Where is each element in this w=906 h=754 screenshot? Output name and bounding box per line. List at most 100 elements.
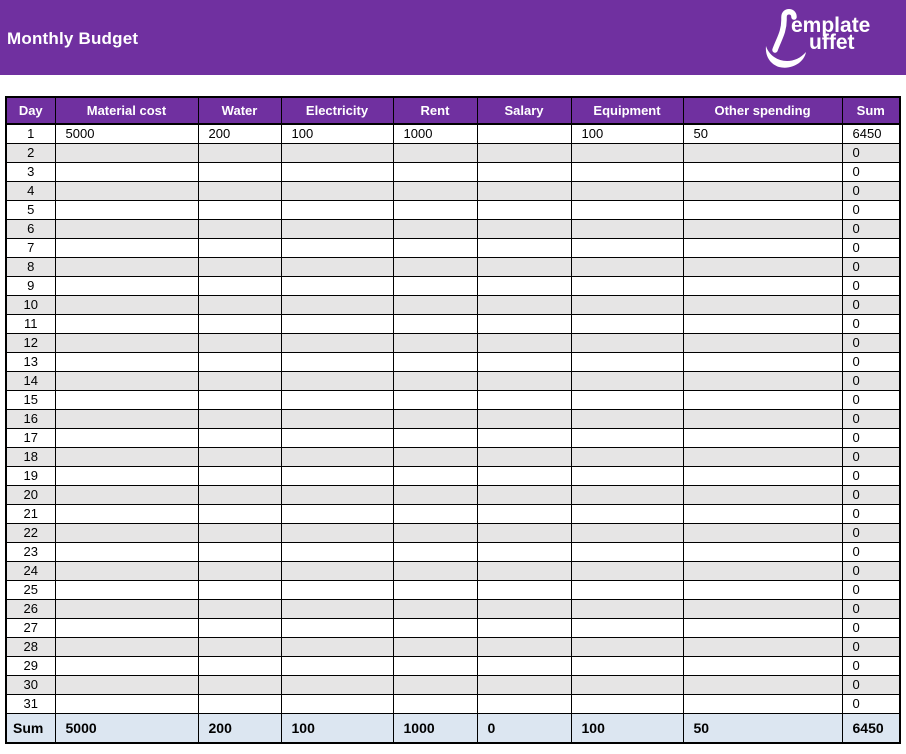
cell-salary[interactable] [476,504,572,524]
cell-other-spending[interactable] [682,504,843,524]
cell-salary[interactable] [476,409,572,429]
cell-material-cost[interactable] [54,219,199,239]
cell-water[interactable] [197,580,282,600]
cell-other-spending[interactable] [682,485,843,505]
cell-salary[interactable] [476,257,572,277]
cell-electricity[interactable] [280,599,394,619]
cell-electricity[interactable] [280,637,394,657]
cell-material-cost[interactable] [54,485,199,505]
cell-water[interactable] [197,295,282,315]
cell-material-cost[interactable] [54,352,199,372]
cell-equipment[interactable] [570,466,684,486]
day-cell[interactable]: 25 [5,580,56,600]
cell-salary[interactable] [476,295,572,315]
cell-sum[interactable]: 0 [841,656,901,676]
day-cell[interactable]: 10 [5,295,56,315]
cell-sum[interactable]: 0 [841,618,901,638]
cell-electricity[interactable] [280,428,394,448]
cell-rent[interactable]: 1000 [392,123,478,144]
cell-equipment[interactable] [570,352,684,372]
cell-equipment[interactable] [570,504,684,524]
cell-equipment[interactable] [570,200,684,220]
cell-sum[interactable]: 6450 [841,123,901,144]
cell-other-spending[interactable] [682,143,843,163]
day-cell[interactable]: 13 [5,352,56,372]
cell-water[interactable] [197,257,282,277]
cell-other-spending[interactable] [682,428,843,448]
cell-electricity[interactable] [280,675,394,695]
day-cell[interactable]: 7 [5,238,56,258]
cell-salary[interactable] [476,123,572,144]
day-cell[interactable]: 31 [5,694,56,714]
cell-sum[interactable]: 0 [841,333,901,353]
cell-rent[interactable] [392,542,478,562]
cell-equipment[interactable] [570,428,684,448]
cell-material-cost[interactable] [54,371,199,391]
cell-equipment[interactable] [570,618,684,638]
day-cell[interactable]: 15 [5,390,56,410]
cell-electricity[interactable] [280,181,394,201]
cell-salary[interactable] [476,333,572,353]
cell-electricity[interactable] [280,219,394,239]
cell-water[interactable] [197,238,282,258]
cell-sum[interactable]: 0 [841,504,901,524]
footer-cell-equipment[interactable]: 100 [570,713,684,744]
cell-water[interactable] [197,561,282,581]
cell-rent[interactable] [392,162,478,182]
cell-material-cost[interactable] [54,504,199,524]
cell-other-spending[interactable] [682,238,843,258]
cell-other-spending[interactable] [682,561,843,581]
cell-equipment[interactable] [570,542,684,562]
cell-sum[interactable]: 0 [841,219,901,239]
cell-other-spending[interactable] [682,447,843,467]
cell-rent[interactable] [392,618,478,638]
cell-material-cost[interactable] [54,390,199,410]
cell-other-spending[interactable] [682,409,843,429]
cell-rent[interactable] [392,409,478,429]
cell-other-spending[interactable] [682,276,843,296]
cell-sum[interactable]: 0 [841,409,901,429]
cell-equipment[interactable]: 100 [570,123,684,144]
cell-material-cost[interactable] [54,542,199,562]
cell-sum[interactable]: 0 [841,523,901,543]
cell-material-cost[interactable] [54,276,199,296]
cell-rent[interactable] [392,238,478,258]
cell-equipment[interactable] [570,276,684,296]
cell-material-cost[interactable] [54,181,199,201]
cell-other-spending[interactable] [682,352,843,372]
cell-material-cost[interactable] [54,694,199,714]
cell-material-cost[interactable] [54,580,199,600]
cell-other-spending[interactable] [682,523,843,543]
cell-water[interactable] [197,466,282,486]
cell-material-cost[interactable] [54,656,199,676]
cell-salary[interactable] [476,675,572,695]
cell-rent[interactable] [392,143,478,163]
cell-water[interactable] [197,143,282,163]
cell-other-spending[interactable] [682,314,843,334]
cell-rent[interactable] [392,181,478,201]
cell-water[interactable] [197,447,282,467]
cell-sum[interactable]: 0 [841,257,901,277]
cell-water[interactable] [197,656,282,676]
cell-other-spending[interactable] [682,257,843,277]
day-cell[interactable]: 29 [5,656,56,676]
cell-material-cost[interactable] [54,466,199,486]
cell-material-cost[interactable] [54,637,199,657]
cell-equipment[interactable] [570,295,684,315]
footer-cell-other-spending[interactable]: 50 [682,713,843,744]
cell-material-cost[interactable] [54,314,199,334]
cell-salary[interactable] [476,561,572,581]
day-cell[interactable]: 3 [5,162,56,182]
cell-water[interactable] [197,485,282,505]
cell-salary[interactable] [476,523,572,543]
cell-equipment[interactable] [570,485,684,505]
cell-sum[interactable]: 0 [841,599,901,619]
cell-rent[interactable] [392,637,478,657]
cell-salary[interactable] [476,656,572,676]
cell-sum[interactable]: 0 [841,371,901,391]
cell-salary[interactable] [476,181,572,201]
cell-electricity[interactable]: 100 [280,123,394,144]
cell-equipment[interactable] [570,238,684,258]
cell-equipment[interactable] [570,219,684,239]
cell-rent[interactable] [392,485,478,505]
